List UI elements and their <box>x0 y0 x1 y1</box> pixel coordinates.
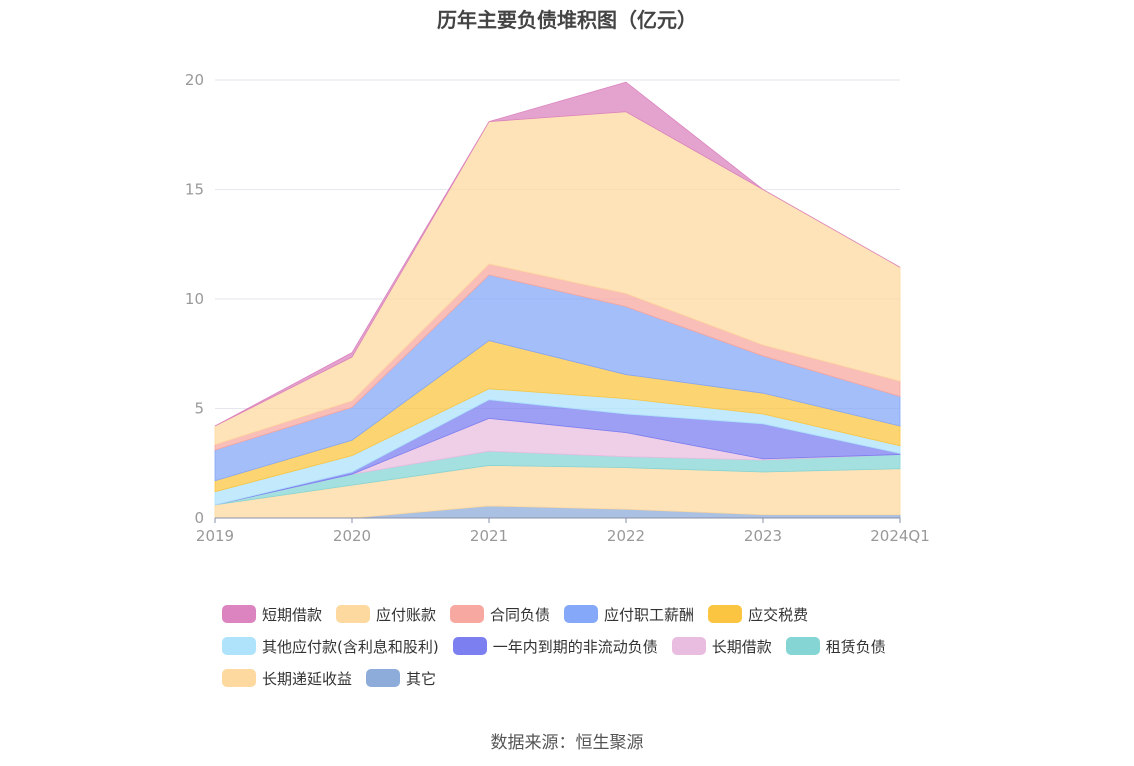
y-tick-label: 10 <box>185 290 204 308</box>
y-tick-label: 20 <box>185 71 204 89</box>
data-source: 数据来源：恒生聚源 <box>490 733 644 753</box>
axis-layer: 0 5 10 15 20 2019 2020 2021 2022 2023 2024Q1 <box>185 71 930 545</box>
y-tick-label: 5 <box>194 400 204 418</box>
legend-row: 长期递延收益 其它 <box>222 662 942 694</box>
y-tick-label: 15 <box>185 181 204 199</box>
legend-label: 合同负债 <box>490 605 551 624</box>
legend-label: 应付账款 <box>376 605 437 624</box>
legend-swatch <box>452 637 487 655</box>
legend-item[interactable]: 一年内到期的非流动负债 <box>452 636 658 657</box>
legend-item[interactable]: 长期递延收益 <box>222 668 352 689</box>
area-series-10 <box>214 81 901 427</box>
legend-swatch <box>336 605 371 623</box>
legend-label: 租赁负债 <box>825 637 886 656</box>
legend-label: 其它 <box>406 669 437 688</box>
legend-item[interactable]: 合同负债 <box>450 604 550 625</box>
legend-swatch <box>671 637 706 655</box>
legend-item[interactable]: 短期借款 <box>222 604 322 625</box>
legend-swatch <box>222 605 256 623</box>
legend-swatch <box>450 605 485 623</box>
legend-row: 短期借款 应付账款 合同负债 应付职工薪酬 应交税费 <box>222 598 942 630</box>
legend-label: 短期借款 <box>262 605 323 624</box>
legend-row: 其他应付款(含利息和股利) 一年内到期的非流动负债 长期借款 租赁负债 <box>222 630 942 662</box>
x-tick-label: 2024Q1 <box>870 527 930 545</box>
chart-title: 历年主要负债堆积图（亿元） <box>437 8 697 32</box>
legend-item[interactable]: 其它 <box>366 668 436 689</box>
x-tick-label: 2023 <box>744 527 782 545</box>
area-layer <box>214 81 901 519</box>
legend-label: 长期借款 <box>711 637 772 656</box>
legend-swatch <box>564 605 599 623</box>
legend-label: 其他应付款(含利息和股利) <box>262 637 439 656</box>
legend-item[interactable]: 应付职工薪酬 <box>564 604 694 625</box>
x-tick-label: 2022 <box>607 527 645 545</box>
x-tick-label: 2021 <box>470 527 508 545</box>
legend-item[interactable]: 应交税费 <box>708 604 808 625</box>
legend-swatch <box>222 669 256 687</box>
legend-item[interactable]: 长期借款 <box>671 636 772 657</box>
legend-swatch <box>222 637 256 655</box>
legend-item[interactable]: 应付账款 <box>336 604 436 625</box>
x-tick-label: 2019 <box>196 527 234 545</box>
legend-label: 应付职工薪酬 <box>604 605 695 624</box>
legend-label: 一年内到期的非流动负债 <box>492 637 658 656</box>
legend-label: 应交税费 <box>748 605 809 624</box>
legend-item[interactable]: 其他应付款(含利息和股利) <box>222 636 439 657</box>
legend-swatch <box>366 669 401 687</box>
x-tick-label: 2020 <box>333 527 371 545</box>
y-tick-label: 0 <box>194 509 204 527</box>
legend-swatch <box>708 605 743 623</box>
legend-label: 长期递延收益 <box>262 669 353 688</box>
legend-swatch <box>785 637 820 655</box>
legend-item[interactable]: 租赁负债 <box>785 636 886 657</box>
legend: 短期借款 应付账款 合同负债 应付职工薪酬 应交税费其他应付款(含利息和股利) 一年内到期… <box>222 598 942 694</box>
